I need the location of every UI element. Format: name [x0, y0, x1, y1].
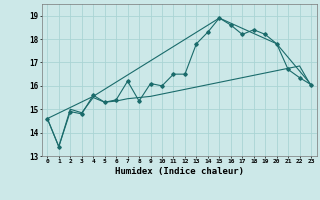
- X-axis label: Humidex (Indice chaleur): Humidex (Indice chaleur): [115, 167, 244, 176]
